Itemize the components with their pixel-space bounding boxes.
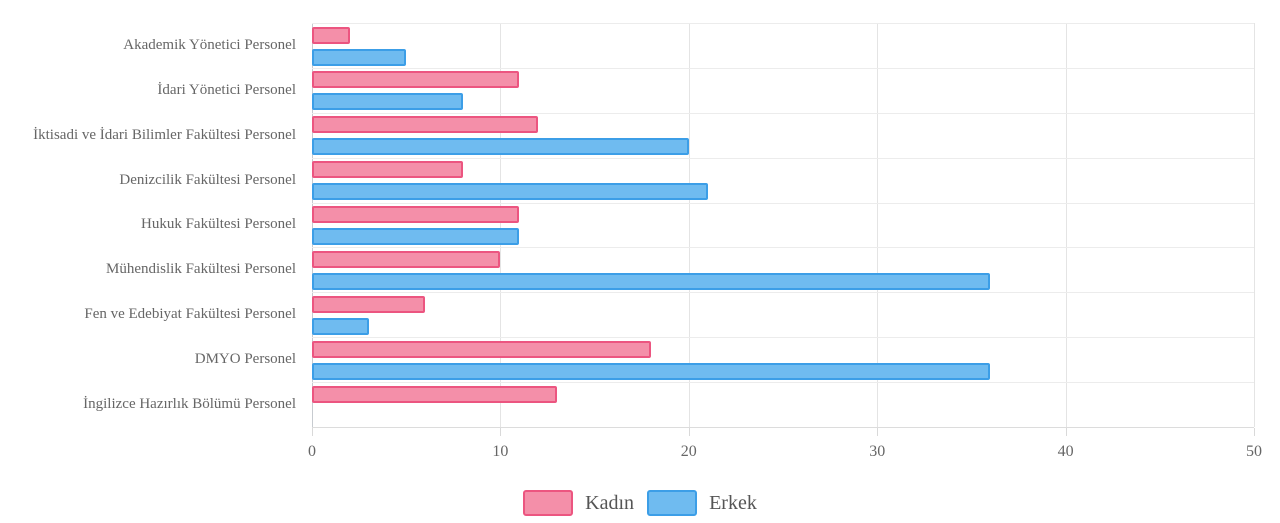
category-label: İktisadi ve İdari Bilimler Fakültesi Per… — [33, 126, 296, 143]
category-label: Akademik Yönetici Personel — [123, 36, 296, 53]
category-label: Hukuk Fakültesi Personel — [141, 216, 296, 233]
axis-tick-0 — [312, 428, 313, 436]
gridline-x-20 — [688, 23, 690, 427]
bar-erkek-4[interactable] — [312, 183, 708, 201]
row-gridline-7 — [312, 337, 1254, 339]
category-label: Mühendislik Fakültesi Personel — [106, 261, 296, 278]
legend-label-erkek: Erkek — [709, 491, 757, 514]
category-label: DMYO Personel — [194, 351, 296, 368]
bar-kadin-3[interactable] — [312, 116, 539, 134]
category-label: Denizcilik Fakültesi Personel — [119, 171, 296, 188]
x-tick-label-40: 40 — [1057, 443, 1074, 460]
axis-tick-40 — [1065, 428, 1067, 436]
axis-tick-50 — [1254, 428, 1255, 436]
bar-erkek-2[interactable] — [312, 93, 463, 111]
bar-kadin-5[interactable] — [312, 206, 520, 224]
gridline-x-40 — [1065, 23, 1067, 427]
row-gridline-5 — [312, 247, 1254, 249]
bar-kadin-2[interactable] — [312, 71, 520, 89]
row-gridline-4 — [312, 202, 1254, 204]
row-gridline-6 — [312, 292, 1254, 294]
legend-label-kadin: Kadın — [585, 491, 635, 514]
erkek-color-swatch — [647, 490, 698, 516]
x-tick-label-50: 50 — [1246, 443, 1262, 460]
x-axis-zero-line — [312, 23, 313, 427]
row-gridline-0 — [312, 23, 1254, 24]
bar-kadin-8[interactable] — [312, 340, 652, 358]
y-axis-category-labels: Akademik Yönetici Personel İdari Yönetici… — [0, 23, 296, 427]
bar-erkek-5[interactable] — [312, 228, 520, 246]
bar-erkek-6[interactable] — [312, 272, 991, 290]
bar-erkek-1[interactable] — [312, 48, 407, 66]
gridline-x-10 — [500, 23, 502, 427]
x-tick-label-0: 0 — [308, 443, 316, 460]
category-label: Fen ve Edebiyat Fakültesi Personel — [84, 306, 296, 323]
x-tick-label-10: 10 — [492, 443, 509, 460]
gridline-x-30 — [877, 23, 879, 427]
bar-kadin-6[interactable] — [312, 250, 501, 268]
row-gridline-1 — [312, 67, 1254, 69]
row-gridline-2 — [312, 112, 1254, 114]
category-label: İdari Yönetici Personel — [157, 81, 296, 98]
bar-kadin-4[interactable] — [312, 161, 463, 179]
axis-tick-20 — [688, 428, 690, 436]
bar-erkek-3[interactable] — [312, 138, 689, 156]
row-gridline-8 — [312, 382, 1254, 384]
x-axis-tick-labels: 0 10 20 30 40 50 — [308, 443, 1262, 465]
axis-tick-10 — [500, 428, 502, 436]
legend-item-kadin[interactable]: Kadın — [523, 490, 634, 516]
bar-erkek-7[interactable] — [312, 317, 369, 335]
legend-item-erkek[interactable]: Erkek — [647, 490, 757, 516]
x-tick-label-20: 20 — [680, 443, 697, 460]
legend: Kadın Erkek — [0, 490, 1280, 516]
bar-kadin-9[interactable] — [312, 385, 557, 403]
bar-kadin-7[interactable] — [312, 295, 426, 313]
kadin-color-swatch — [523, 490, 574, 516]
bar-erkek-8[interactable] — [312, 362, 991, 380]
plot-area — [312, 23, 1255, 436]
x-tick-label-30: 30 — [869, 443, 886, 460]
gridline-x-50 — [1254, 23, 1255, 427]
bar-kadin-1[interactable] — [312, 26, 350, 44]
category-label: İngilizce Hazırlık Bölümü Personel — [83, 396, 296, 413]
axis-tick-30 — [877, 428, 879, 436]
row-gridline-3 — [312, 157, 1254, 159]
